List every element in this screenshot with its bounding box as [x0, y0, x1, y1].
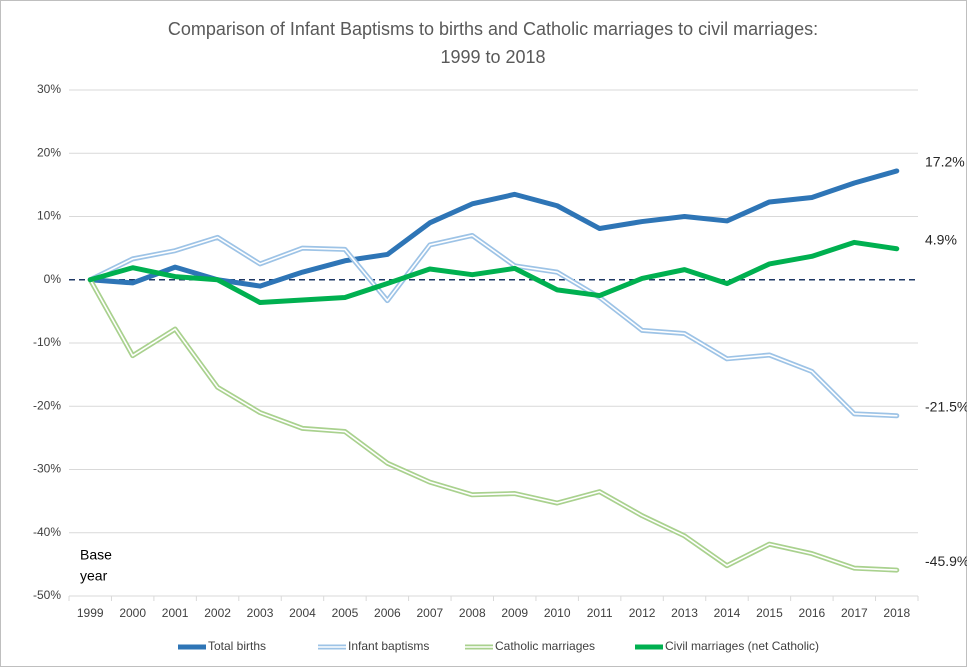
legend-label: Civil marriages (net Catholic)	[665, 639, 819, 653]
end-label: 4.9%	[925, 231, 957, 247]
series-line	[87, 239, 900, 306]
y-tick-label: -50%	[33, 588, 61, 602]
x-tick-label: 2000	[119, 606, 146, 620]
y-tick-label: 10%	[37, 209, 61, 223]
x-tick-label: 2005	[332, 606, 359, 620]
x-tick-label: 1999	[77, 606, 104, 620]
end-label: -21.5%	[925, 398, 967, 414]
annotation: year	[80, 568, 108, 584]
legend-label: Catholic marriages	[495, 639, 595, 653]
x-tick-label: 2016	[799, 606, 826, 620]
chart-title: 1999 to 2018	[440, 47, 545, 67]
x-tick-label: 2010	[544, 606, 571, 620]
x-tick-label: 2018	[883, 606, 910, 620]
x-tick-label: 2012	[629, 606, 656, 620]
x-tick-label: 2003	[247, 606, 274, 620]
end-label: 17.2%	[925, 154, 965, 170]
legend-label: Total births	[208, 639, 266, 653]
x-tick-label: 2008	[459, 606, 486, 620]
y-tick-label: 30%	[37, 82, 61, 96]
x-tick-label: 2014	[714, 606, 741, 620]
x-tick-label: 2002	[204, 606, 231, 620]
chart-title: Comparison of Infant Baptisms to births …	[168, 19, 818, 39]
y-tick-label: -20%	[33, 398, 61, 412]
y-tick-label: 20%	[37, 145, 61, 159]
end-label: -45.9%	[925, 553, 967, 569]
x-tick-label: 2007	[416, 606, 443, 620]
x-tick-label: 2001	[162, 606, 189, 620]
y-tick-label: -40%	[33, 525, 61, 539]
series-line-inner	[89, 278, 898, 571]
x-tick-label: 2013	[671, 606, 698, 620]
x-tick-label: 2006	[374, 606, 401, 620]
x-tick-label: 2015	[756, 606, 783, 620]
series-line-inner	[89, 234, 898, 417]
y-tick-label: 0%	[44, 272, 62, 286]
x-tick-label: 2011	[587, 606, 613, 620]
annotation: Base	[80, 547, 112, 563]
x-tick-label: 2017	[841, 606, 868, 620]
legend-label: Infant baptisms	[348, 639, 429, 653]
y-tick-label: -10%	[33, 335, 61, 349]
x-tick-label: 2004	[289, 606, 316, 620]
y-tick-label: -30%	[33, 462, 61, 476]
x-tick-label: 2009	[501, 606, 528, 620]
